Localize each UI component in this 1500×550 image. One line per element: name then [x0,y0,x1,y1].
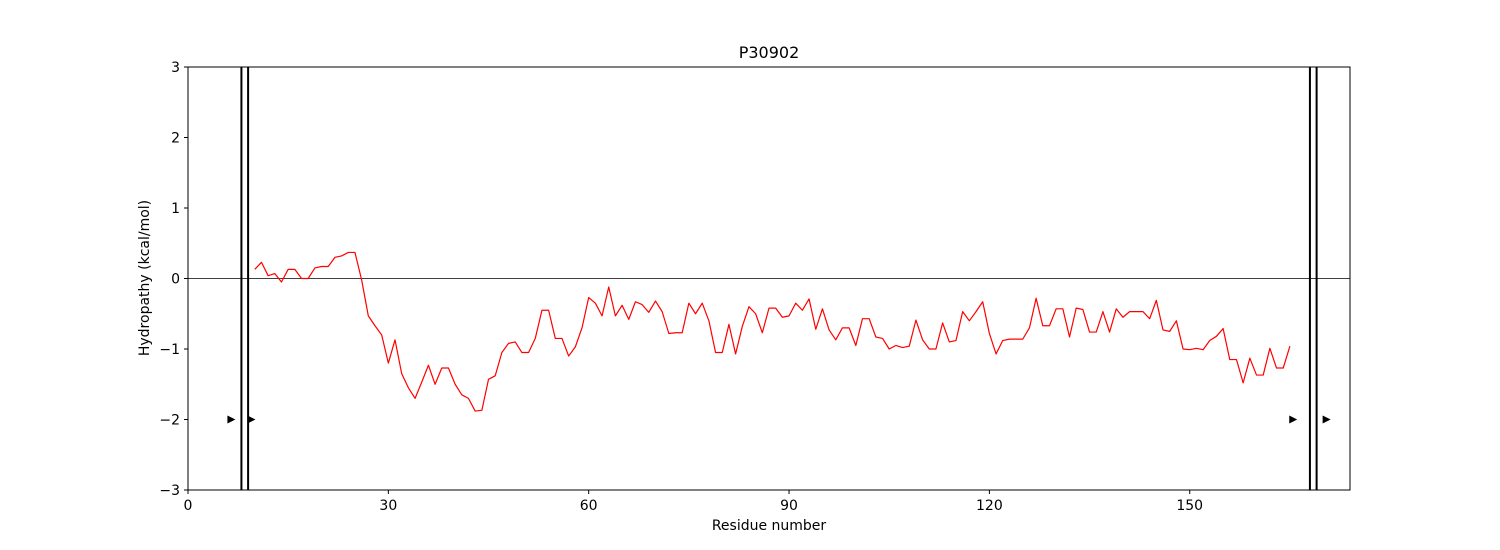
x-tick-label-60: 60 [580,498,598,514]
y-tick-label-3: 3 [171,60,180,76]
direction-marker-1 [247,415,256,424]
x-tick-label-90: 90 [780,498,798,514]
y-tick-label-0: 0 [171,272,180,288]
y-tick-label--3: −3 [159,483,180,499]
axes-ticks: 0 30 60 90 120 150 −3 −2 −1 0 1 2 3 [159,60,1203,514]
y-tick-label-1: 1 [171,201,180,217]
y-tick-label--1: −1 [159,342,180,358]
direction-marker-0 [227,415,236,424]
chart-title: P30902 [739,43,800,62]
x-tick-label-120: 120 [976,498,1003,514]
direction-marker-3 [1322,415,1331,424]
series-line-hydropathy [254,251,1291,412]
y-tick-label--2: −2 [159,413,180,429]
y-tick-label-2: 2 [171,131,180,147]
x-tick-label-0: 0 [184,498,193,514]
x-tick-label-150: 150 [1176,498,1203,514]
plot-area [188,67,1350,490]
y-axis-title: Hydropathy (kcal/mol) [137,200,153,356]
direction-marker-2 [1289,415,1298,424]
x-tick-label-30: 30 [379,498,397,514]
x-axis-title: Residue number [712,518,827,534]
